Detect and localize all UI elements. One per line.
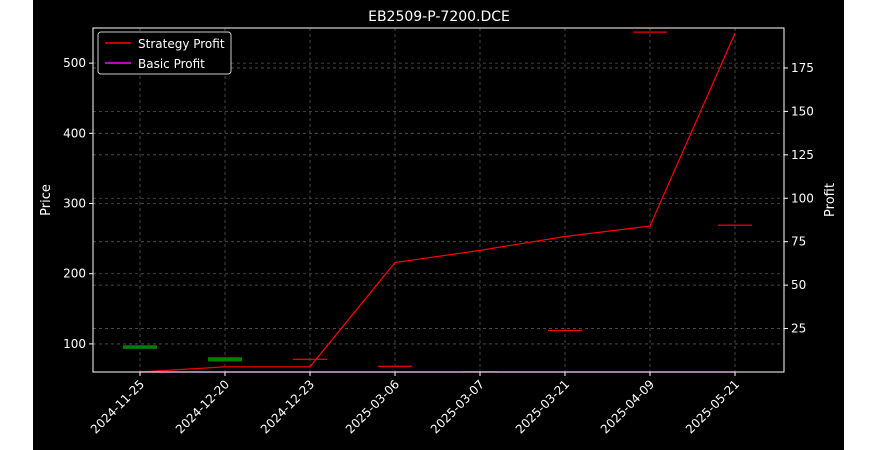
y-tick-label-right: 125: [791, 148, 814, 162]
candle-body: [208, 357, 242, 362]
legend-label-basic: Basic Profit: [138, 57, 205, 71]
legend: Strategy Profit Basic Profit: [97, 31, 232, 75]
y-tick-label-left: 400: [63, 126, 86, 140]
chart-svg: EB2509-P-7200.DCE 2024-11-25 2024-12-20 20…: [39, 9, 838, 436]
series-line: [139, 32, 736, 373]
y-tick-label-right: 175: [791, 61, 814, 75]
y-tick-label-right: 150: [791, 104, 814, 118]
candle-bodies: [123, 31, 752, 373]
y-tick-label-right: 25: [791, 322, 806, 336]
plot-frame: [92, 27, 785, 373]
candle-body: [718, 224, 752, 226]
candle-body: [633, 31, 667, 33]
y-axis-left-label: Price: [39, 184, 54, 216]
y-axis-left: 100 200 300 400 500: [63, 56, 93, 351]
candle-body: [548, 329, 582, 332]
candle-body: [378, 365, 412, 367]
y-tick-label-left: 200: [63, 267, 86, 281]
y-tick-label-right: 50: [791, 278, 806, 292]
profit-lines: [139, 32, 736, 373]
x-tick-label: 2025-03-07: [428, 377, 487, 436]
y-tick-label-left: 500: [63, 56, 86, 70]
y-tick-label-left: 300: [63, 197, 86, 211]
grid-lines: [93, 28, 784, 372]
y-tick-label-right: 75: [791, 235, 806, 249]
x-tick-label: 2024-12-20: [173, 377, 232, 436]
x-tick-label: 2025-03-21: [513, 377, 572, 436]
y-tick-label-left: 100: [63, 337, 86, 351]
chart-title: EB2509-P-7200.DCE: [368, 9, 510, 25]
candle-body: [293, 358, 327, 360]
candle-body: [123, 345, 157, 349]
x-axis: 2024-11-25 2024-12-20 2024-12-23 2025-03-06…: [88, 372, 742, 436]
x-tick-label: 2024-11-25: [88, 377, 147, 436]
x-tick-label: 2024-12-23: [258, 377, 317, 436]
x-tick-label: 2025-04-09: [598, 377, 657, 436]
y-axis-right-label: Profit: [823, 183, 838, 217]
legend-box: [97, 31, 232, 75]
chart-figure: EB2509-P-7200.DCE 2024-11-25 2024-12-20 20…: [33, 0, 844, 450]
x-tick-label: 2025-05-21: [683, 377, 742, 436]
y-tick-label-right: 100: [791, 191, 814, 205]
x-tick-label: 2025-03-06: [343, 377, 402, 436]
y-axis-right: 25 50 75 100 125 150 175: [784, 61, 814, 336]
legend-label-strategy: Strategy Profit: [138, 37, 225, 51]
